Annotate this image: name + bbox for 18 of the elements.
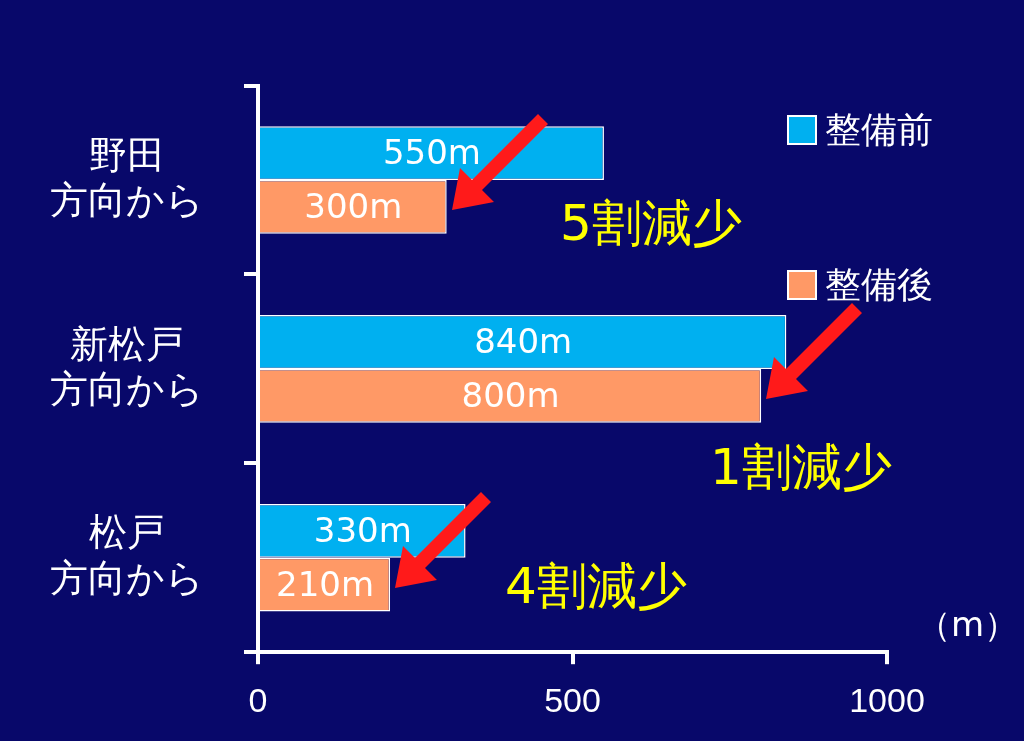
x-tick-label: 1000 [849, 680, 925, 719]
legend-label: 整備後 [825, 262, 933, 307]
annotation: 5割減少 [560, 193, 742, 255]
y-tick-label: 松戸方向から [50, 511, 204, 600]
data-label: 800m [461, 374, 560, 415]
data-label: 330m [313, 509, 412, 550]
y-tick-label: 野田方向から [50, 133, 204, 222]
data-label: 210m [276, 563, 375, 604]
x-tick-label: 0 [248, 680, 268, 719]
data-label: 840m [474, 320, 573, 361]
y-tick-label: 新松戸方向から [50, 322, 204, 411]
data-label: 300m [304, 185, 403, 226]
annotation: 4割減少 [505, 555, 687, 617]
legend-label: 整備前 [825, 107, 933, 152]
data-label: 550m [382, 131, 481, 172]
x-axis-title: （m） [917, 603, 1019, 647]
x-tick-label: 500 [544, 680, 601, 719]
annotation: 1割減少 [710, 436, 892, 498]
